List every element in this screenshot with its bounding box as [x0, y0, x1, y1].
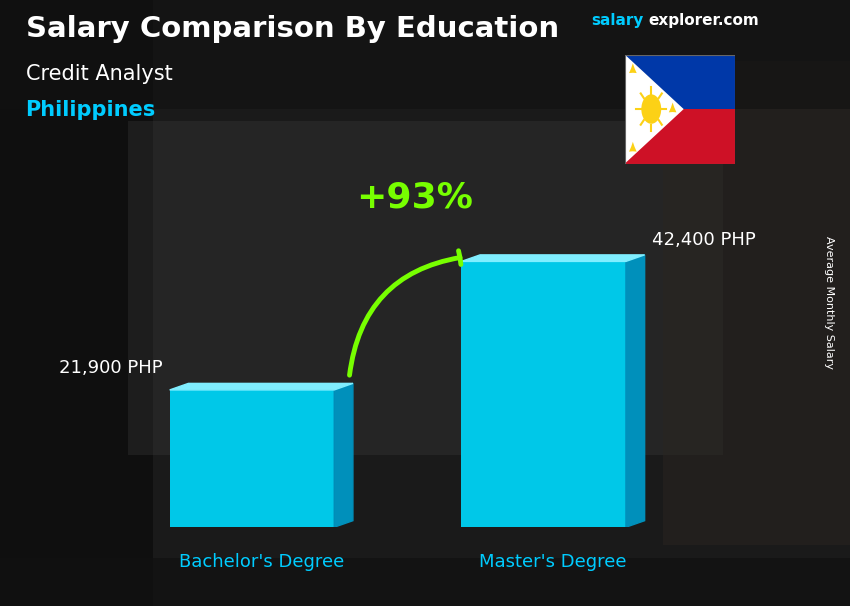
Bar — [663, 61, 850, 545]
Bar — [128, 121, 722, 454]
Polygon shape — [625, 55, 683, 164]
Text: Average Monthly Salary: Average Monthly Salary — [824, 236, 834, 370]
Bar — [625, 55, 735, 109]
Text: Philippines: Philippines — [26, 100, 156, 120]
Text: +93%: +93% — [356, 181, 473, 215]
Polygon shape — [334, 384, 353, 527]
Text: 21,900 PHP: 21,900 PHP — [59, 359, 162, 377]
Bar — [0, 0, 850, 109]
Polygon shape — [626, 255, 644, 527]
Circle shape — [641, 95, 661, 124]
Polygon shape — [669, 102, 677, 112]
Text: Bachelor's Degree: Bachelor's Degree — [178, 553, 344, 571]
Text: Salary Comparison By Education: Salary Comparison By Education — [26, 15, 558, 43]
Polygon shape — [170, 384, 353, 390]
Bar — [0, 0, 153, 606]
Text: salary: salary — [591, 13, 643, 28]
Text: explorer.com: explorer.com — [649, 13, 759, 28]
Bar — [0, 558, 850, 606]
Polygon shape — [629, 63, 637, 73]
Polygon shape — [462, 255, 644, 261]
Bar — [625, 109, 735, 164]
Bar — [462, 261, 626, 527]
Bar — [170, 390, 334, 527]
Text: 42,400 PHP: 42,400 PHP — [652, 231, 756, 248]
Text: Master's Degree: Master's Degree — [479, 553, 626, 571]
Polygon shape — [629, 142, 637, 152]
Text: Credit Analyst: Credit Analyst — [26, 64, 173, 84]
